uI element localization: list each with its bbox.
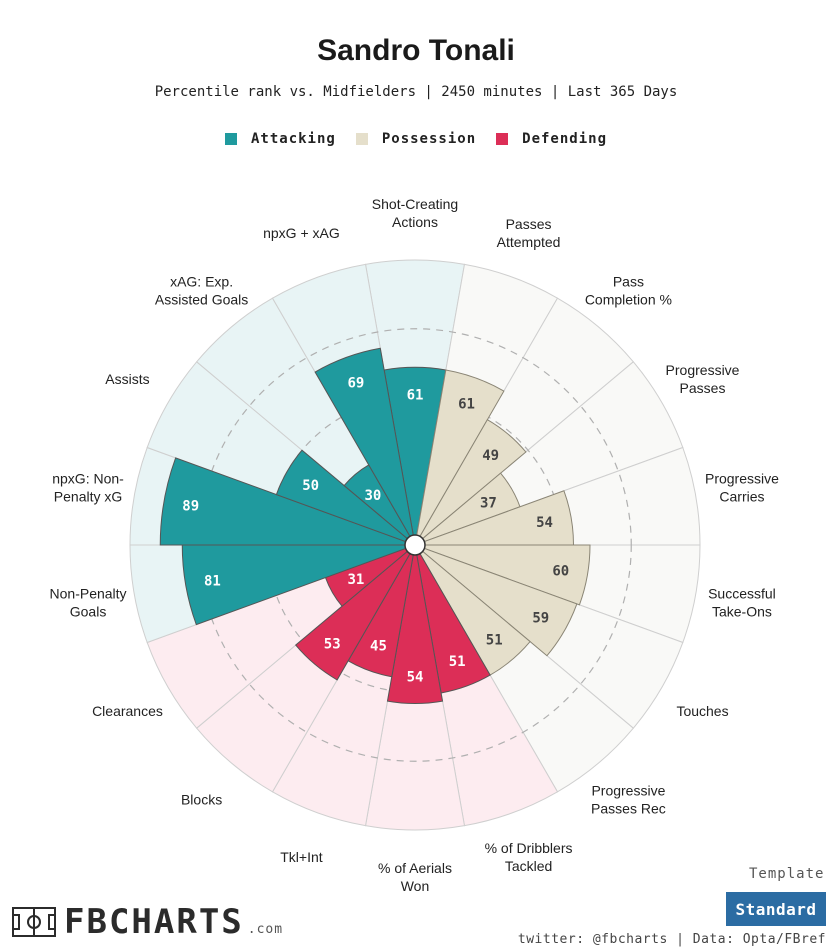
legend-item-attacking: Attacking (224, 131, 336, 147)
legend-label-attacking: Attacking (250, 131, 336, 147)
value-label-assists: 50 (302, 478, 319, 494)
pitch-icon (12, 907, 56, 937)
center-hole (404, 534, 426, 556)
category-label-pass-completion: Pass Completion % (585, 274, 672, 308)
template-label: Template (749, 866, 825, 882)
value-label-npxg-non-penalty-xg: 89 (182, 498, 199, 514)
logo-text: FBCHARTS (64, 902, 244, 942)
category-label-of-dribblers-tackled: % of Dribblers Tackled (485, 840, 573, 874)
value-label-clearances: 31 (347, 572, 364, 588)
logo-suffix: .com (247, 922, 284, 937)
category-label-npxg-non-penalty-xg: npxG: Non-Penalty xG (52, 470, 124, 504)
category-label-progressive-passes: Progressive Passes (666, 362, 740, 396)
value-label-blocks: 53 (324, 637, 341, 653)
value-label-npxg-xag: 69 (347, 376, 364, 392)
value-label-shot-creating-actions: 61 (407, 387, 424, 403)
fbcharts-logo: FBCHARTS .com (12, 905, 283, 939)
category-label-tkl-int: Tkl+Int (280, 849, 323, 865)
legend-label-defending: Defending (522, 131, 607, 147)
category-label-non-penalty-goals: Non-Penalty Goals (50, 586, 127, 620)
value-label-of-dribblers-tackled: 51 (449, 654, 466, 670)
value-label-xag-exp-assisted-goals: 30 (364, 488, 381, 504)
chart-title: Sandro Tonali (317, 34, 515, 67)
value-label-progressive-passes-rec: 51 (486, 632, 503, 648)
legend-item-possession: Possession (355, 131, 477, 147)
legend: Attacking Possession Defending (0, 131, 832, 147)
category-label-shot-creating-actions: Shot-Creating Actions (372, 196, 458, 230)
legend-swatch-attacking (224, 133, 237, 145)
value-label-progressive-passes: 37 (480, 496, 497, 512)
value-label-passes-attempted: 61 (458, 396, 475, 412)
category-label-of-aerials-won: % of Aerials Won (378, 860, 452, 894)
value-label-touches: 59 (532, 611, 549, 627)
data-credit: twitter: @fbcharts | Data: Opta/FBref (517, 932, 826, 947)
legend-swatch-defending (496, 133, 509, 145)
category-label-xag-exp-assisted-goals: xAG: Exp. Assisted Goals (155, 274, 248, 308)
value-label-successful-take-ons: 60 (552, 564, 569, 580)
value-label-non-penalty-goals: 81 (204, 574, 221, 590)
value-label-of-aerials-won: 54 (407, 670, 424, 686)
category-label-npxg-xag: npxG + xAG (263, 225, 340, 241)
template-standard-button[interactable]: Standard (726, 892, 826, 926)
value-label-progressive-carries: 54 (536, 515, 553, 531)
category-label-clearances: Clearances (92, 703, 163, 719)
category-label-successful-take-ons: Successful Take-Ons (708, 586, 776, 620)
category-label-blocks: Blocks (181, 791, 222, 807)
category-label-progressive-carries: Progressive Carries (705, 470, 779, 504)
legend-swatch-possession (355, 133, 368, 145)
chart-subtitle: Percentile rank vs. Midfielders | 2450 m… (154, 84, 678, 100)
legend-item-defending: Defending (496, 131, 607, 147)
category-label-progressive-passes-rec: Progressive Passes Rec (591, 782, 666, 816)
legend-label-possession: Possession (381, 131, 477, 147)
category-label-touches: Touches (676, 703, 728, 719)
category-label-passes-attempted: Passes Attempted (497, 216, 561, 250)
category-label-assists: Assists (105, 371, 149, 387)
value-label-pass-completion: 49 (482, 448, 499, 464)
value-label-tkl-int: 45 (370, 638, 387, 654)
